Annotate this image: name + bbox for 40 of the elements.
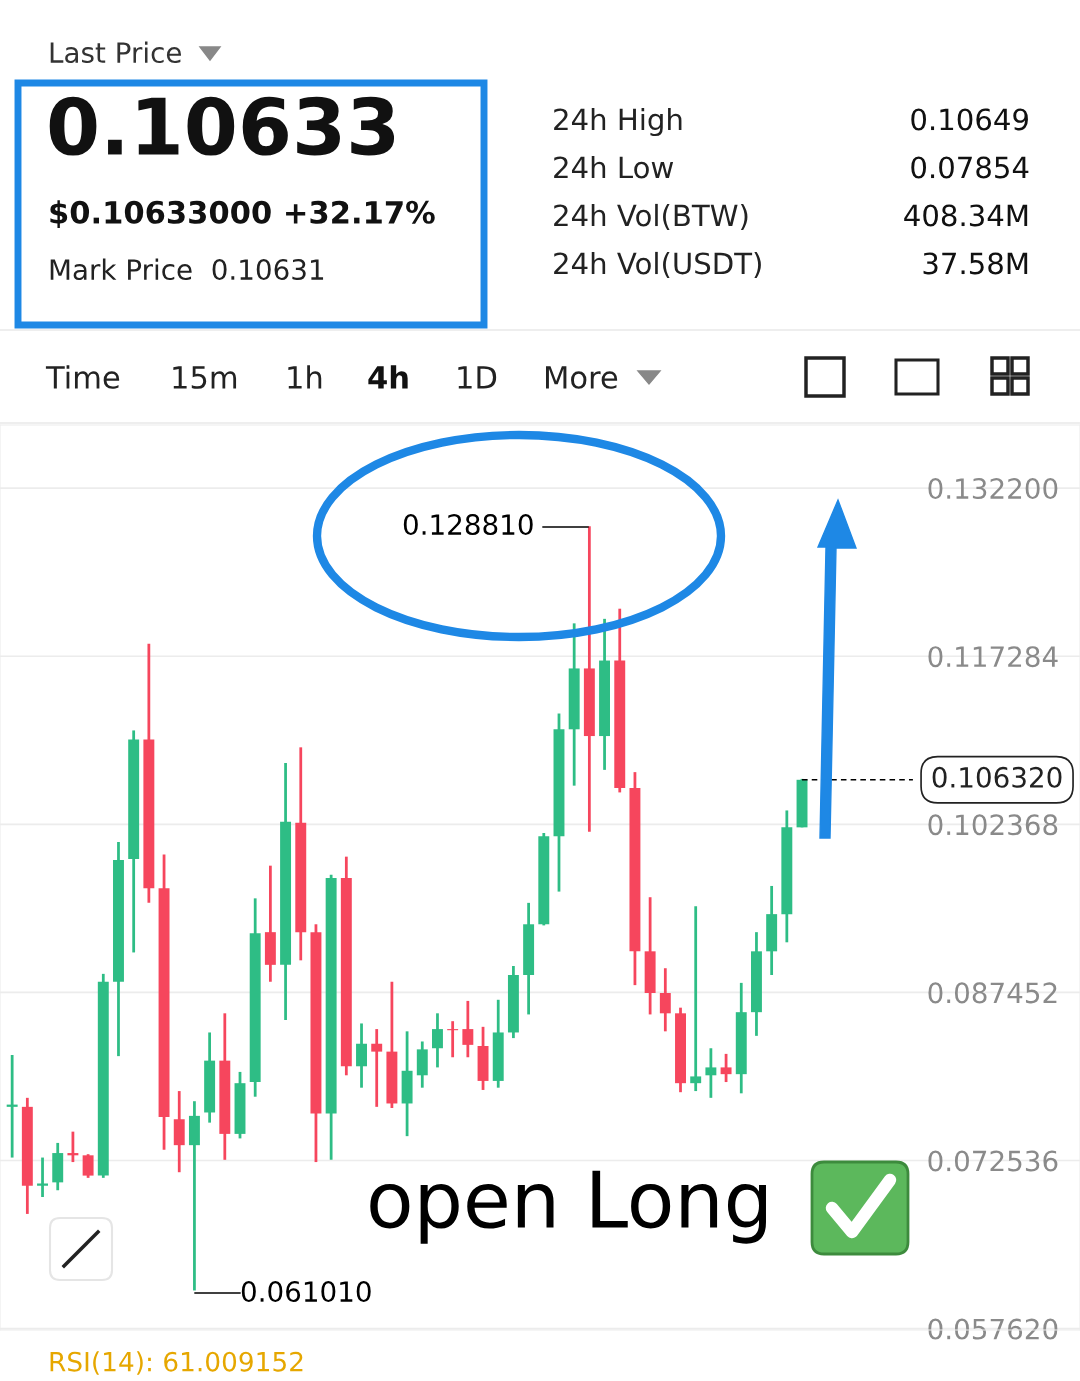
candlestick xyxy=(82,1152,94,1180)
annotation: open Long xyxy=(370,1170,766,1244)
text: Time xyxy=(45,365,120,389)
y-tick-label: 0.132200 xyxy=(928,478,1058,500)
text: 408.34M xyxy=(904,204,1028,227)
y-tick-label: 0.072536 xyxy=(928,1150,1058,1172)
text: 24h Vol(USDT) xyxy=(554,251,761,278)
candlestick xyxy=(690,904,702,1093)
text: 1D xyxy=(458,366,497,389)
text: 24h High xyxy=(554,107,682,137)
candlestick xyxy=(371,1027,383,1109)
text: Last Price xyxy=(50,41,181,64)
annotation: 0.061010 xyxy=(241,1281,371,1303)
y-tick-label: 0.102368 xyxy=(928,814,1058,836)
text: 24h Low xyxy=(554,155,674,179)
text: RSI(14): 61.009152 xyxy=(50,1351,303,1375)
text: 15m xyxy=(173,366,237,389)
text: 1h xyxy=(288,365,322,389)
candlestick xyxy=(356,1022,367,1090)
candlestick xyxy=(447,1019,459,1059)
candlestick xyxy=(659,966,671,1033)
y-tick-label: 0.057620 xyxy=(928,1318,1058,1340)
annotation: 0.128810 xyxy=(403,514,533,536)
text: $0.10633000 +32.17% xyxy=(50,200,435,228)
text: More xyxy=(546,366,618,389)
candlestick xyxy=(720,1052,732,1084)
text: 0.10633 xyxy=(49,96,395,156)
text: 4h xyxy=(368,365,408,389)
text: 0.07854 xyxy=(911,156,1029,179)
candlestick xyxy=(37,1156,48,1199)
text: 37.58M xyxy=(923,252,1028,275)
candlestick xyxy=(462,999,474,1059)
candlestick xyxy=(705,1046,717,1100)
text: Mark Price 0.10631 xyxy=(50,258,324,281)
candlestick xyxy=(432,1011,443,1069)
text: 24h Vol(BTW) xyxy=(554,203,748,230)
ref-line-label: 0.106320 xyxy=(932,766,1062,788)
y-tick-label: 0.087452 xyxy=(928,982,1057,1004)
y-tick-label: 0.117284 xyxy=(928,646,1058,668)
text: 0.10649 xyxy=(911,108,1028,131)
